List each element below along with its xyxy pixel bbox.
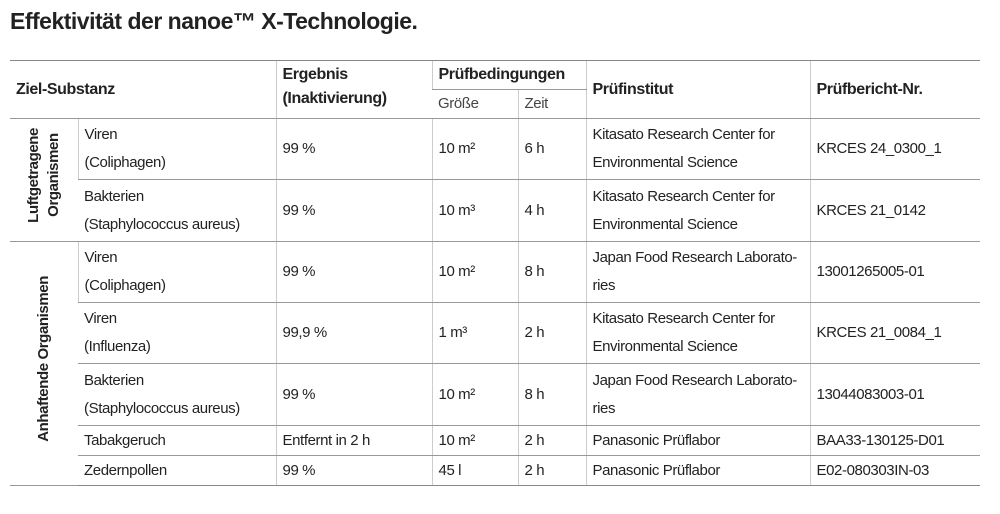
report-cell: KRCES 24_0300_1: [809, 118, 980, 180]
substance-line: (Coliphagen): [84, 277, 166, 294]
table-row: Bakterien (Staphylococcus aureus) 99 % 10 m…: [10, 179, 980, 242]
time-cell: 2 h: [517, 455, 586, 486]
institute-line: ries: [592, 399, 616, 417]
substance-line: (Influenza): [84, 338, 151, 355]
substance-line: Tabakgeruch: [84, 431, 166, 449]
report-cell: BAA33-130125-D01: [809, 425, 980, 456]
table-body: Luftgetragene Organismen Viren (Coliphagen)…: [10, 118, 980, 486]
header-cell: Prüfbericht-Nr.: [809, 60, 980, 119]
time-cell: 2 h: [517, 302, 586, 364]
time-cell: 2 h: [517, 425, 586, 456]
report-cell: 13044083003-01: [809, 363, 980, 426]
header-cell: Zeit: [517, 89, 586, 119]
result-cell: 99,9 %: [275, 302, 432, 364]
time-cell: 6 h: [517, 118, 586, 180]
header-cell: Prüfinstitut: [585, 60, 810, 119]
header-line: (Inaktivierung): [282, 90, 388, 107]
substance-line: Viren: [84, 310, 117, 327]
substance-line: Viren: [84, 249, 118, 266]
group-label-line: Anhaftende Organismen: [34, 275, 52, 442]
report-cell: 13001265005-01: [809, 241, 980, 303]
title: Effektivität der nanoe™ X-Technologie.: [10, 8, 418, 34]
size-cell: 1 m³: [431, 302, 518, 364]
institute-line: Environmental Science: [592, 154, 738, 171]
size-cell: 10 m²: [431, 118, 518, 180]
size-cell: 10 m²: [431, 241, 518, 303]
institute-line: Panasonic Prüflabor: [592, 461, 721, 479]
result-cell: 99 %: [275, 363, 432, 426]
institute-line: Kitasato Research Center for: [592, 126, 776, 143]
institute-cell: Kitasato Research Center for Environmenta…: [585, 179, 810, 242]
report-cell: E02-080303IN-03: [809, 455, 980, 486]
table-row: Viren (Influenza) 99,9 % 1 m³ 2 h Kitasato Re…: [10, 302, 980, 364]
institute-line: Environmental Science: [592, 215, 738, 233]
group-label-line: Luftgetragene: [24, 127, 42, 223]
header-cell: Prüfbedingungen: [431, 60, 586, 90]
header-cell: Ziel-Substanz: [10, 60, 276, 119]
institute-line: Kitasato Research Center for: [592, 187, 776, 205]
substance-line: Viren: [84, 126, 118, 143]
substance-cell: Bakterien (Staphylococcus aureus): [78, 179, 276, 242]
result-cell: 99 %: [275, 241, 432, 303]
header-cell: Größe: [432, 89, 518, 119]
institute-cell: Panasonic Prüflabor: [585, 455, 810, 486]
time-cell: 8 h: [517, 241, 586, 303]
time-cell: 4 h: [517, 179, 586, 242]
institute-line: Panasonic Prüflabor: [592, 431, 721, 449]
header-row: Größe Zeit: [10, 89, 980, 119]
size-cell: 10 m²: [431, 363, 518, 426]
institute-line: Environmental Science: [592, 338, 738, 355]
group-label: Anhaftende Organismen: [34, 276, 54, 442]
result-cell: Entfernt in 2 h: [275, 425, 432, 456]
substance-cell: Tabakgeruch: [78, 425, 276, 456]
report-cell: KRCES 21_0142: [809, 179, 980, 242]
institute-cell: Japan Food Research Laborato-ries: [585, 363, 810, 426]
institute-cell: Kitasato Research Center for Environmenta…: [585, 302, 810, 364]
substance-line: (Staphylococcus aureus): [84, 215, 240, 233]
time-cell: 8 h: [517, 363, 586, 426]
group-label: Luftgetragene Organismen: [24, 128, 64, 223]
institute-line: ries: [592, 277, 616, 294]
substance-line: Bakterien: [84, 187, 144, 205]
results-table: Ziel-Substanz Ergebnis (Inaktivierung) Pr…: [10, 60, 980, 486]
result-cell: 99 %: [275, 179, 432, 242]
table-row: Tabakgeruch Entfernt in 2 h 10 m² 2 h Panaso…: [10, 425, 980, 456]
institute-cell: Japan Food Research Laborato-ries: [585, 241, 810, 303]
institute-cell: Panasonic Prüflabor: [585, 425, 810, 456]
table-row: Bakterien (Staphylococcus aureus) 99 % 10 m…: [10, 363, 980, 426]
substance-cell: Bakterien (Staphylococcus aureus): [78, 363, 276, 426]
substance-line: (Coliphagen): [84, 154, 166, 171]
header-cell: Ergebnis (Inaktivierung): [275, 60, 432, 119]
institute-cell: Kitasato Research Center for Environmenta…: [585, 118, 810, 180]
size-cell: 45 l: [431, 455, 518, 486]
report-cell: KRCES 21_0084_1: [809, 302, 980, 364]
table-row: Luftgetragene Organismen Viren (Coliphagen)…: [10, 118, 980, 242]
institute-line: Japan Food Research Laborato-: [592, 371, 798, 389]
substance-cell: Zedernpollen: [78, 455, 276, 486]
size-cell: 10 m²: [431, 425, 518, 456]
table-row: Anhaftende Organismen Viren (Coliphagen) 99…: [10, 241, 980, 486]
institute-line: Kitasato Research Center for: [592, 310, 776, 327]
group-cell: Luftgetragene Organismen: [10, 118, 78, 242]
substance-cell: Viren (Coliphagen): [77, 118, 276, 180]
group-label-line: Organismen: [44, 133, 62, 217]
size-cell: 10 m³: [431, 179, 518, 242]
substance-line: (Staphylococcus aureus): [84, 399, 240, 417]
substance-line: Bakterien: [84, 371, 144, 389]
institute-line: Japan Food Research Laborato-: [592, 249, 798, 266]
result-cell: 99 %: [275, 455, 432, 486]
substance-line: Zedernpollen: [84, 461, 167, 479]
substance-cell: Viren (Coliphagen): [77, 241, 276, 303]
group-cell: Anhaftende Organismen: [10, 241, 78, 486]
substance-cell: Viren (Influenza): [78, 302, 276, 364]
result-cell: 99 %: [275, 118, 432, 180]
header-line: Ergebnis: [282, 66, 349, 83]
header-row: Ziel-Substanz Ergebnis (Inaktivierung) Pr…: [10, 60, 980, 119]
